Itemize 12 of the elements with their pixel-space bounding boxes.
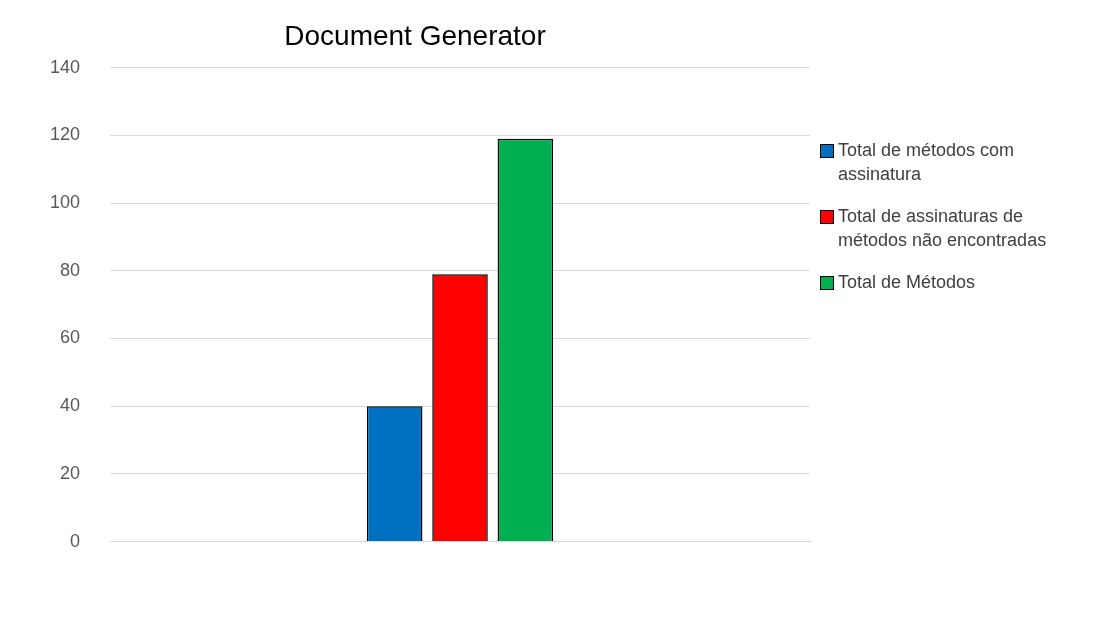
y-tick-label: 120 xyxy=(49,124,81,145)
y-tick-label: 0 xyxy=(70,530,81,551)
y-tick-label: 140 xyxy=(49,56,81,77)
chart-title: Document Generator xyxy=(284,19,546,51)
y-tick-label: 40 xyxy=(60,395,81,416)
y-tick-label: 20 xyxy=(60,462,81,483)
y-tick-label: 80 xyxy=(60,259,81,280)
y-tick-label: 60 xyxy=(60,327,81,348)
legend-label: Total de métodos com assinatura xyxy=(838,139,1016,186)
legend-label: Total de Métodos xyxy=(838,271,976,294)
y-tick-label: 100 xyxy=(49,192,81,212)
legend-label: Total de assinaturas de métodos não encontradas xyxy=(838,205,1048,252)
